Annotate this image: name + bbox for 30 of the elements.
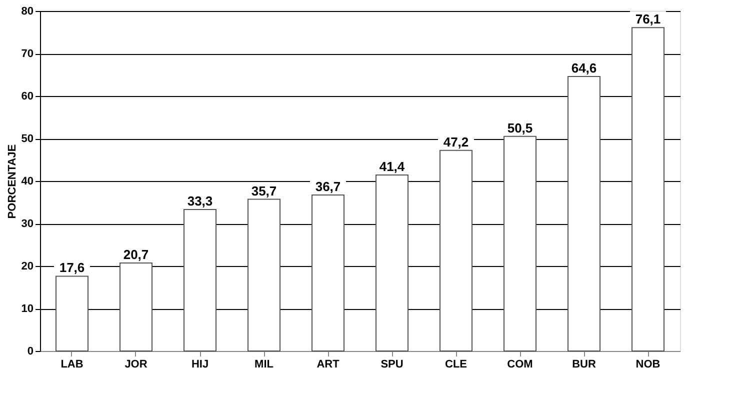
data-label: 76,1 — [635, 12, 661, 27]
data-label: 41,4 — [379, 159, 406, 174]
data-label: 20,7 — [123, 247, 149, 262]
x-tick-label: HIJ — [191, 358, 209, 370]
data-label: 36,7 — [315, 179, 341, 194]
x-tick-label: COM — [507, 358, 533, 370]
y-tick-label: 60 — [21, 90, 34, 102]
y-tick-label: 80 — [21, 6, 34, 18]
x-tick-label: JOR — [124, 358, 148, 370]
x-tick-label: NOB — [636, 358, 660, 370]
data-label: 33,3 — [187, 193, 213, 208]
y-tick-label: 0 — [27, 346, 34, 358]
y-tick-label: 10 — [21, 303, 34, 315]
y-tick-label: 40 — [21, 176, 34, 188]
data-label: 64,6 — [571, 60, 597, 76]
x-tick-label: CLE — [445, 358, 467, 370]
x-tick-label: LAB — [60, 358, 84, 370]
data-label: 17,6 — [59, 260, 85, 276]
x-tick-label: BUR — [572, 358, 596, 370]
y-tick-label: 30 — [21, 218, 34, 230]
y-tick-label: 20 — [21, 260, 34, 272]
y-tick-label: 70 — [21, 48, 34, 60]
data-label: 47,2 — [443, 134, 469, 150]
data-label: 35,7 — [251, 183, 277, 198]
y-axis-title: PORCENTAJE — [6, 144, 18, 219]
x-tick-label: SPU — [380, 358, 404, 370]
data-label: 50,5 — [507, 120, 533, 136]
y-tick-label: 50 — [21, 133, 34, 145]
x-tick-label: MIL — [254, 358, 274, 370]
x-tick-label: ART — [316, 358, 340, 370]
